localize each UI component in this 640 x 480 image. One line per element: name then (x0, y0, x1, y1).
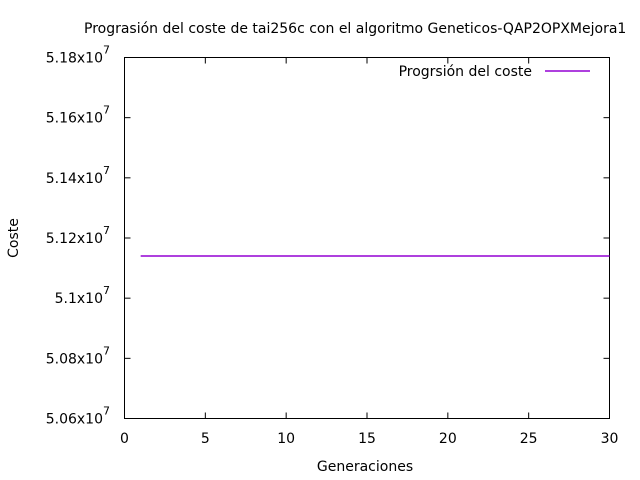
x-tick-label: 20 (439, 431, 457, 447)
y-tick-label: 5.14x107 (46, 164, 110, 187)
y-tick-label: 5.06x107 (46, 405, 110, 428)
plot-frame (124, 57, 610, 419)
y-axis-label: Coste (6, 218, 22, 258)
x-tick-label: 5 (201, 431, 210, 447)
y-tick-label: 5.18x107 (46, 44, 110, 67)
x-tick-label: 25 (520, 431, 538, 447)
x-tick-label: 15 (358, 431, 376, 447)
y-axis: 5.06x107 5.08x107 5.1x107 5.12x107 5.14x107 5… (46, 44, 610, 428)
y-tick-label: 5.12x107 (46, 224, 110, 247)
legend-label: Progrsión del coste (399, 64, 532, 80)
x-axis: 0 5 10 15 20 25 30 (120, 57, 619, 447)
chart-title: Prograsión del coste de tai256c con el a… (84, 21, 626, 37)
y-tick-label: 5.1x107 (55, 284, 110, 307)
legend: Progrsión del coste (399, 64, 590, 80)
y-tick-label: 5.08x107 (46, 344, 110, 367)
x-axis-label: Generaciones (317, 459, 413, 475)
x-tick-label: 30 (601, 431, 619, 447)
x-tick-label: 0 (120, 431, 129, 447)
x-tick-label: 10 (277, 431, 295, 447)
y-tick-label: 5.16x107 (46, 104, 110, 127)
